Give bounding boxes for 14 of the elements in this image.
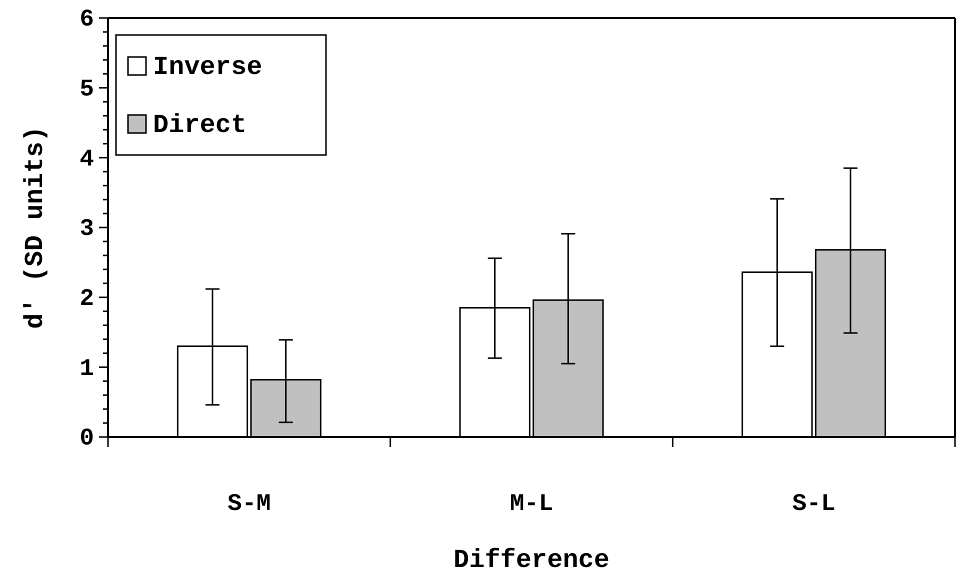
legend-label: Inverse bbox=[153, 52, 262, 82]
x-tick-label: M-L bbox=[510, 491, 554, 518]
y-axis-title: d' (SD units) bbox=[20, 126, 50, 329]
y-tick-label: 3 bbox=[80, 216, 94, 244]
y-tick-label: 0 bbox=[80, 426, 94, 453]
y-tick-label: 6 bbox=[80, 6, 94, 34]
y-tick-label: 1 bbox=[80, 356, 94, 383]
y-tick-label: 4 bbox=[80, 146, 94, 174]
y-tick-label: 2 bbox=[80, 286, 94, 314]
x-tick-label: S-M bbox=[228, 491, 271, 518]
y-tick-label: 5 bbox=[80, 76, 94, 104]
x-tick-label: S-L bbox=[792, 491, 836, 518]
x-axis-title: Difference bbox=[453, 545, 610, 575]
legend-label: Direct bbox=[153, 110, 247, 140]
